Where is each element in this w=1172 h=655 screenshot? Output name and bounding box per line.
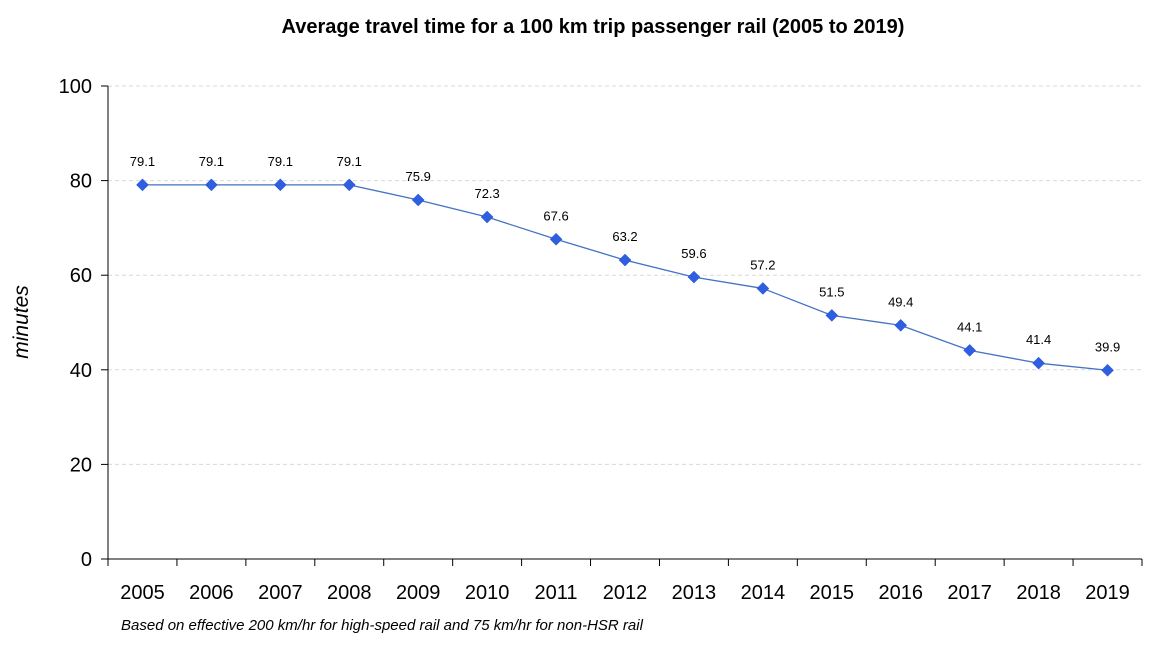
data-label: 75.9: [406, 169, 431, 184]
series-line: [142, 184, 1108, 371]
chart-title: Average travel time for a 100 km trip pa…: [281, 16, 905, 38]
data-label: 67.6: [543, 208, 568, 223]
data-point-marker: [549, 232, 563, 246]
data-label: 72.3: [474, 186, 499, 201]
y-tick-label: 0: [81, 549, 92, 571]
data-label: 39.9: [1095, 339, 1120, 354]
data-point-marker: [618, 253, 632, 267]
x-tick-label: 2014: [741, 582, 786, 604]
data-point-marker: [480, 210, 494, 224]
x-tick-label: 2018: [1016, 582, 1061, 604]
data-label: 79.1: [337, 154, 362, 169]
data-point-marker: [1101, 363, 1114, 377]
chart-footnote: Based on effective 200 km/hr for high-sp…: [121, 617, 643, 634]
x-tick-label: 2016: [878, 582, 923, 604]
x-tick-label: 2007: [258, 582, 303, 604]
y-tick-label: 80: [70, 171, 92, 193]
x-tick-label: 2019: [1085, 582, 1130, 604]
data-point-marker: [963, 344, 977, 357]
data-label: 79.1: [199, 154, 224, 169]
data-point-marker: [894, 318, 908, 332]
y-tick-label: 60: [70, 265, 92, 287]
data-point-marker: [205, 178, 218, 192]
x-tick-label: 2008: [327, 582, 372, 604]
x-tick-label: 2006: [189, 582, 234, 604]
x-tick-label: 2009: [396, 582, 441, 604]
data-label: 57.2: [750, 257, 775, 272]
data-point-marker: [411, 193, 425, 207]
data-point-marker: [756, 282, 770, 295]
data-point-marker: [136, 178, 149, 192]
data-label: 51.5: [819, 284, 844, 299]
x-tick-label: 2010: [465, 582, 510, 604]
x-tick-label: 2013: [672, 582, 717, 604]
data-label: 49.4: [888, 294, 913, 309]
data-label: 44.1: [957, 319, 982, 334]
data-label: 63.2: [612, 229, 637, 244]
x-tick-label: 2011: [535, 582, 578, 604]
x-tick-label: 2015: [810, 582, 855, 604]
data-label: 59.6: [681, 246, 706, 261]
data-label: 41.4: [1026, 332, 1051, 347]
data-point-marker: [1032, 356, 1045, 370]
data-label: 79.1: [130, 154, 155, 169]
data-point-marker: [273, 178, 287, 192]
y-tick-label: 40: [70, 360, 92, 382]
x-tick-label: 2005: [120, 582, 165, 604]
data-point-marker: [342, 178, 356, 192]
data-point-marker: [825, 309, 839, 322]
data-point-marker: [687, 270, 701, 284]
x-tick-label: 2012: [603, 582, 648, 604]
y-tick-label: 20: [70, 454, 92, 476]
y-tick-label: 100: [59, 76, 92, 98]
data-label: 79.1: [268, 154, 293, 169]
x-tick-label: 2017: [947, 582, 992, 604]
